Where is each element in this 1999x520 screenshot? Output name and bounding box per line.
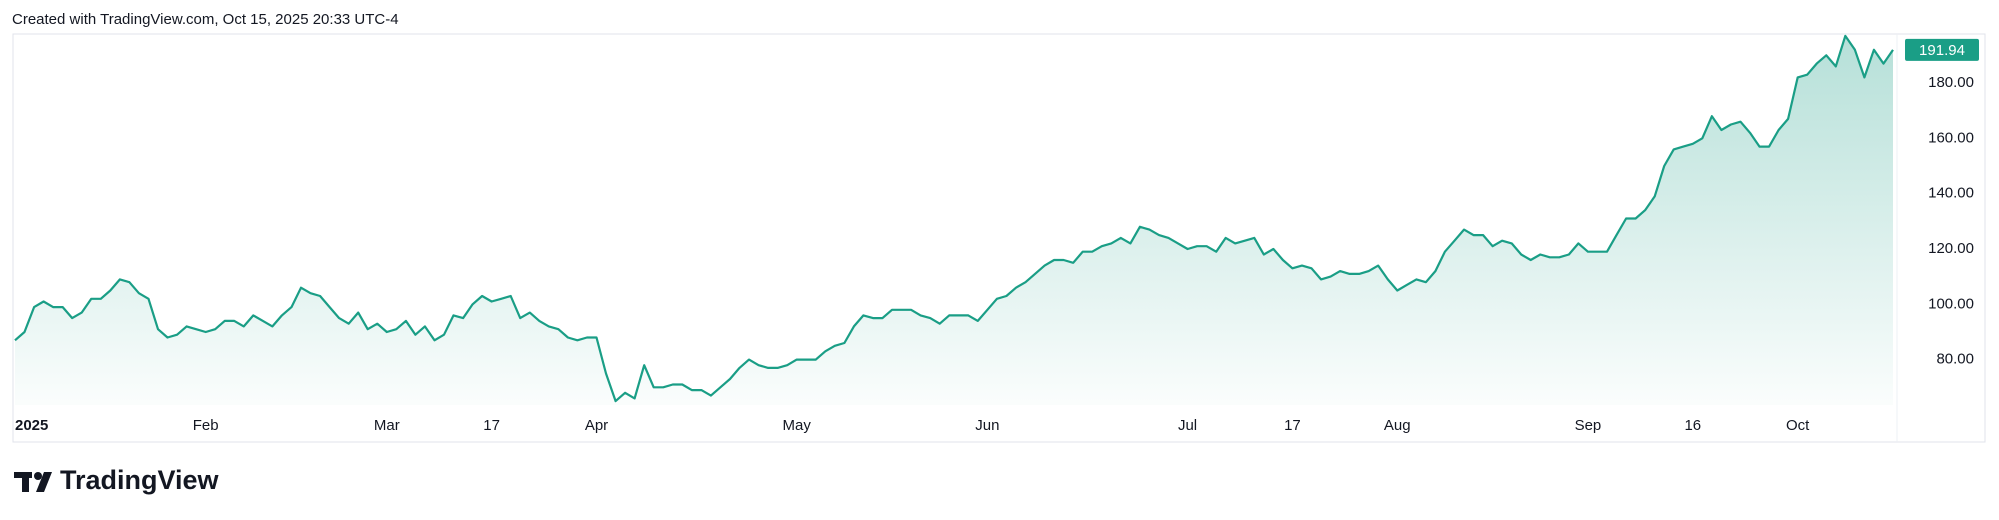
header: Created with TradingView.com, Oct 15, 20…: [12, 11, 399, 28]
chart-frame: [12, 33, 1986, 443]
x-tick-label: Mar: [374, 417, 400, 434]
y-tick-label: 100.00: [1928, 295, 1974, 312]
x-tick-label: Aug: [1384, 417, 1411, 434]
x-tick-label: Jun: [975, 417, 999, 434]
y-tick-label: 180.00: [1928, 74, 1974, 91]
y-tick-label: 160.00: [1928, 129, 1974, 146]
x-tick-label: Sep: [1575, 417, 1602, 434]
area-fill: [15, 35, 1893, 406]
x-tick-label: May: [783, 417, 812, 434]
price-line: [14, 34, 1894, 403]
brand: TradingView: [60, 465, 220, 495]
x-tick-label: Apr: [585, 417, 608, 434]
x-tick-label: 17: [1284, 417, 1301, 434]
y-tick-label: 80.00: [1936, 351, 1974, 368]
last-price-label: 191.94: [1919, 42, 1965, 59]
x-tick-label: 17: [483, 417, 500, 434]
brand-logo: [14, 472, 52, 492]
x-tick-label: 16: [1684, 417, 1701, 434]
y-tick-label: 140.00: [1928, 185, 1974, 202]
y-tick-label: 120.00: [1928, 240, 1974, 257]
x-tick-label: Jul: [1178, 417, 1197, 434]
x-tick-label: 2025: [15, 417, 48, 434]
last-price-badge: [1905, 38, 1979, 61]
x-tick-label: Oct: [1786, 417, 1810, 434]
x-tick-label: Feb: [193, 417, 219, 434]
